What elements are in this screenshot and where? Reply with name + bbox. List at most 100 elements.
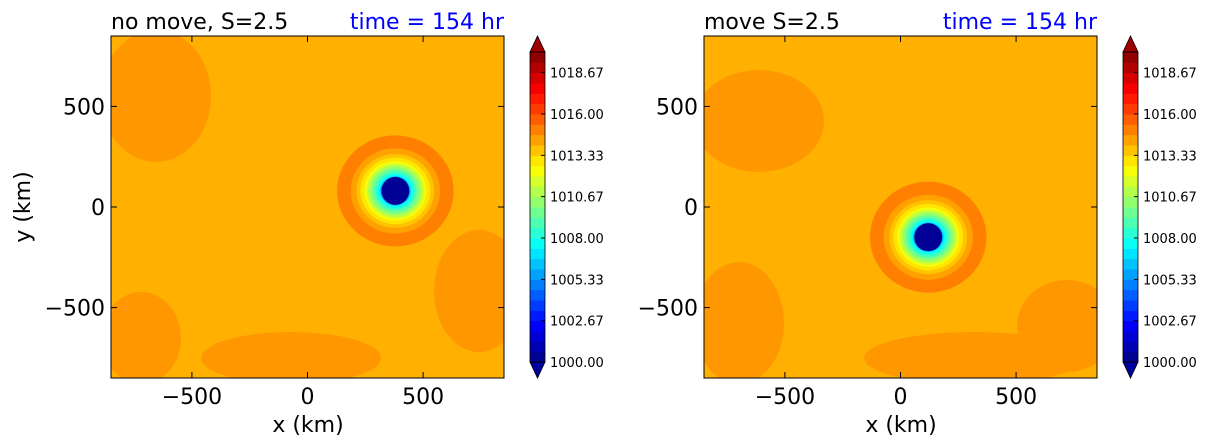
panel-right-colorbar: 1000.00 1002.67 1005.33 1008.00 1010.67 1013.…	[1122, 35, 1197, 379]
y-tick-label: 500	[63, 95, 105, 120]
colorbar-tick-label: 1002.67	[1143, 315, 1197, 330]
colorbar-tick-label: 1010.67	[1143, 191, 1197, 206]
colorbar-segment	[1123, 124, 1138, 136]
colorbar-segment	[530, 72, 545, 84]
panel-left: no move, S=2.5 time = 154 hr −500 0 500 −50…	[11, 10, 604, 438]
pressure-patch	[704, 262, 784, 378]
colorbar-tick-label: 1008.00	[550, 232, 604, 247]
panel-right-title: move S=2.5	[704, 10, 840, 35]
panel-right: move S=2.5 time = 154 hr −500 0 500 −500 0 50…	[638, 10, 1197, 438]
colorbar-extend-min	[1122, 361, 1139, 379]
pressure-patch	[434, 230, 504, 352]
colorbar-segment	[530, 289, 545, 301]
colorbar-segment	[1123, 155, 1138, 167]
colorbar-segment	[1123, 207, 1138, 218]
x-tick-label: 0	[894, 385, 908, 410]
colorbar-segment	[1123, 341, 1138, 353]
colorbar-segment	[1123, 93, 1138, 105]
colorbar-segment	[530, 351, 545, 363]
panel-left-plot-area	[111, 36, 504, 378]
x-tick-label: 500	[402, 385, 444, 410]
colorbar-segment	[530, 227, 545, 239]
x-tick-label: −500	[162, 385, 222, 410]
colorbar-segment	[530, 165, 545, 177]
panel-left-time-label: time = 154 hr	[350, 10, 505, 35]
colorbar-tick-label: 1013.33	[1143, 149, 1197, 164]
colorbar-segment	[1123, 134, 1138, 146]
colorbar-segment	[1123, 62, 1138, 74]
y-tick-label: 0	[91, 196, 105, 221]
panel-left-title: no move, S=2.5	[111, 10, 288, 35]
colorbar-segment	[1123, 310, 1138, 322]
colorbar-segment	[1123, 52, 1138, 63]
y-tick-label: −500	[45, 297, 105, 322]
panel-left-colorbar: 1000.00 1002.67 1005.33 1008.00 1010.67 1013.…	[529, 35, 604, 379]
colorbar-segment	[1123, 114, 1138, 125]
colorbar-segment	[1123, 289, 1138, 301]
colorbar-segment	[530, 103, 545, 115]
x-tick-label: 500	[995, 385, 1037, 410]
colorbar-tick-label: 1005.33	[1143, 273, 1197, 288]
colorbar-tick-label: 1013.33	[550, 149, 604, 164]
colorbar-tick-label: 1016.00	[550, 108, 604, 123]
colorbar-segment	[530, 186, 545, 198]
colorbar-segment	[530, 207, 545, 218]
y-tick-label: −500	[638, 297, 698, 322]
colorbar-segment	[530, 145, 545, 156]
colorbar-segment	[1123, 238, 1138, 249]
colorbar-frame	[1122, 51, 1139, 363]
colorbar-segment	[1123, 269, 1138, 280]
colorbar-segment	[1123, 72, 1138, 84]
colorbar-tick-label: 1008.00	[1143, 232, 1197, 247]
colorbar-segment	[1123, 320, 1138, 332]
y-tick-label: 0	[684, 196, 698, 221]
pressure-patch	[111, 292, 181, 378]
colorbar-tick-label: 1018.67	[1143, 67, 1197, 82]
colorbar-segment	[530, 176, 545, 187]
colorbar-segment	[1123, 351, 1138, 363]
colorbar-extend-max	[529, 35, 546, 53]
colorbar-segment	[530, 300, 545, 311]
colorbar-segment	[1123, 165, 1138, 177]
colorbar-tick-label: 1002.67	[550, 315, 604, 330]
colorbar-segment	[530, 52, 545, 63]
colorbar-segment	[1123, 331, 1138, 342]
panel-right-xlabel: x (km)	[865, 413, 936, 438]
colorbar-extend-min	[529, 361, 546, 379]
colorbar-tick-label: 1010.67	[550, 191, 604, 206]
colorbar-segment	[1123, 300, 1138, 311]
panel-right-time-label: time = 154 hr	[943, 10, 1098, 35]
colorbar-tick-label: 1018.67	[550, 67, 604, 82]
colorbar-tick-label: 1005.33	[550, 273, 604, 288]
colorbar-segment	[1123, 196, 1138, 208]
colorbar-segment	[530, 258, 545, 270]
colorbar-segment	[1123, 217, 1138, 229]
colorbar-segment	[530, 248, 545, 260]
colorbar-segment	[530, 114, 545, 125]
colorbar-segment	[530, 93, 545, 105]
colorbar-segment	[530, 217, 545, 229]
colorbar-segment	[1123, 279, 1138, 291]
colorbar-segment	[530, 341, 545, 353]
y-tick-label: 500	[656, 95, 698, 120]
colorbar-segment	[530, 196, 545, 208]
colorbar-segment	[1123, 103, 1138, 115]
colorbar-segment	[530, 269, 545, 280]
colorbar-segment	[530, 155, 545, 167]
pressure-patch	[111, 36, 211, 162]
cyclone-eye	[381, 176, 410, 205]
panel-left-ylabel: y (km)	[11, 171, 36, 242]
colorbar-segment	[1123, 186, 1138, 198]
panel-left-xlabel: x (km)	[272, 413, 343, 438]
colorbar-segment	[530, 134, 545, 146]
colorbar-segment	[530, 310, 545, 322]
colorbar-segment	[1123, 227, 1138, 239]
colorbar-segment	[530, 238, 545, 249]
colorbar-segment	[1123, 83, 1138, 94]
pressure-patch	[201, 332, 381, 378]
x-tick-label: −500	[755, 385, 815, 410]
colorbar-segment	[530, 62, 545, 74]
colorbar-segment	[1123, 248, 1138, 260]
colorbar-segment	[1123, 145, 1138, 156]
